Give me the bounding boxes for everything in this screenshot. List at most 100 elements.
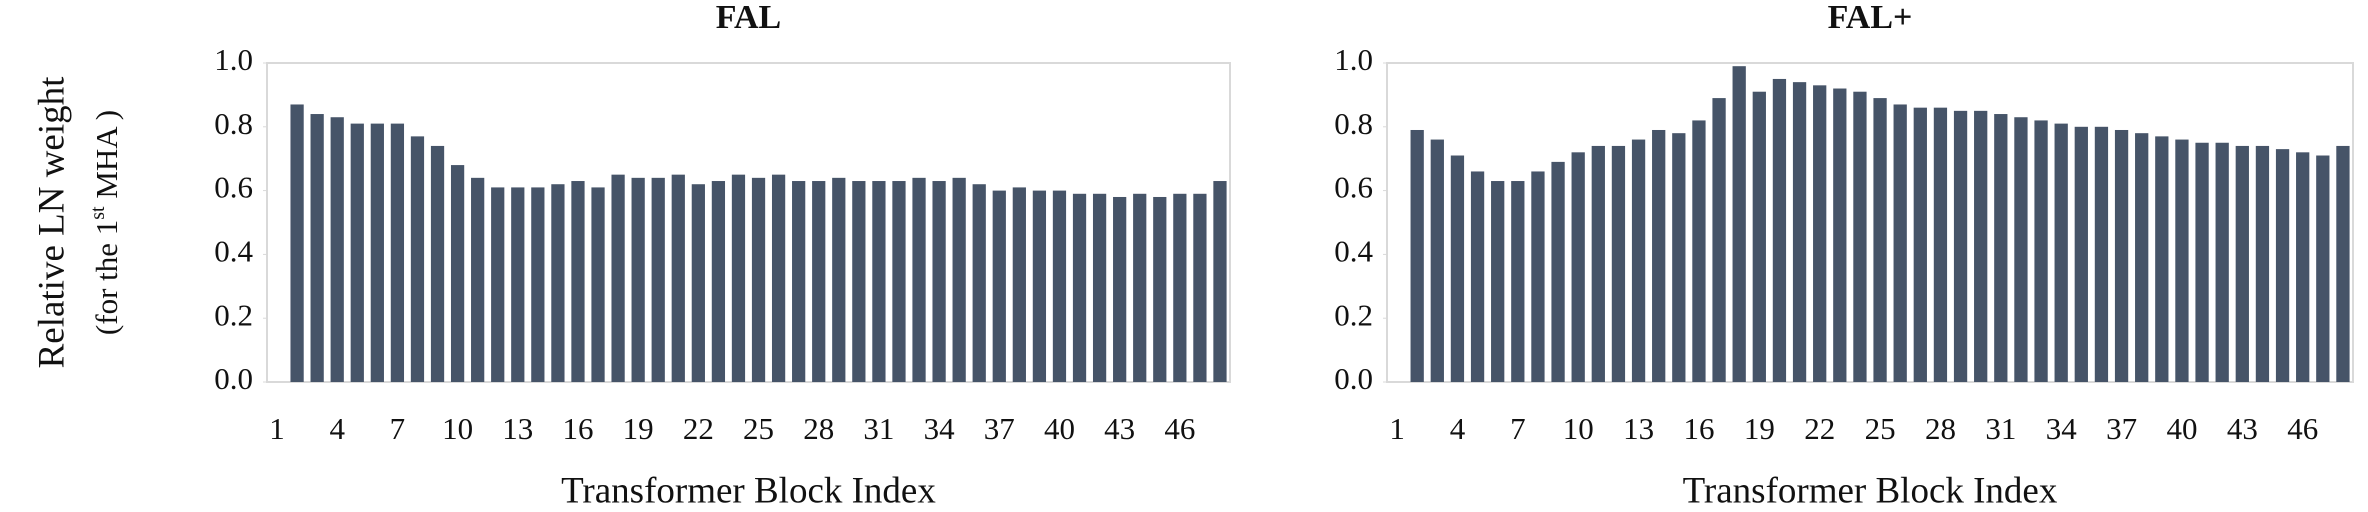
bar — [290, 104, 304, 382]
bar — [1672, 133, 1686, 382]
y-tick-label: 0.8 — [1334, 106, 1373, 141]
x-tick-label: 7 — [390, 411, 406, 446]
bar — [2074, 126, 2088, 382]
chart-title: FAL+ — [1828, 0, 1913, 36]
x-tick-label: 46 — [1164, 411, 1195, 446]
bar — [571, 181, 585, 382]
bar — [972, 184, 986, 382]
x-tick-label: 1 — [1389, 411, 1405, 446]
x-tick-label: 22 — [1804, 411, 1835, 446]
bar — [491, 187, 505, 382]
bar — [2296, 152, 2310, 382]
bar — [1853, 91, 1867, 383]
bar — [370, 123, 384, 383]
y-tick-label: 1.0 — [214, 42, 253, 77]
y-axis-sublabel: (for the 1st MHA ) — [87, 110, 125, 335]
chart: FAL 0.0 0.2 0.4 0.6 0.8 1.0 1 4 7 10 13 16 19 22 25 28 31… — [31, 0, 1231, 511]
bar — [390, 123, 405, 383]
chart: FAL+ 0.0 0.2 0.4 0.6 0.8 1.0 1 4 7 10 13 16 19 22 25 28 3… — [1334, 0, 2354, 511]
bar — [2094, 126, 2109, 382]
bar — [892, 181, 906, 382]
x-tick-label: 19 — [1744, 411, 1775, 446]
y-tick-label: 0.6 — [214, 170, 253, 205]
bar — [1153, 196, 1167, 382]
bar — [2275, 149, 2290, 382]
bar — [1974, 110, 1988, 382]
bar — [1173, 193, 1187, 382]
x-tick-label: 13 — [1623, 411, 1654, 446]
bar — [1430, 139, 1444, 382]
bar — [1213, 181, 1227, 382]
bar — [2114, 129, 2129, 382]
bar — [1032, 190, 1047, 382]
bar — [2255, 145, 2270, 382]
bar — [410, 136, 425, 382]
bar — [1933, 107, 1948, 382]
bar — [852, 181, 866, 382]
bar — [310, 114, 324, 382]
y-tick-label: 0.4 — [214, 234, 253, 269]
x-tick-label: 25 — [1865, 411, 1896, 446]
x-tick-label: 19 — [623, 411, 654, 446]
bar — [1833, 88, 1847, 383]
bar — [1193, 193, 1207, 382]
bar — [1571, 152, 1585, 382]
x-tick-label: 34 — [2046, 411, 2078, 446]
bar — [1813, 85, 1827, 382]
x-tick-label: 43 — [1104, 411, 1135, 446]
bar — [1092, 193, 1107, 382]
y-tick-label: 0.8 — [214, 106, 253, 141]
y-tick-label: 0.4 — [1334, 234, 1373, 269]
y-tick-label: 1.0 — [1334, 42, 1373, 77]
bar — [872, 181, 886, 382]
bar — [2034, 120, 2048, 383]
x-tick-label: 31 — [863, 411, 894, 446]
x-tick-label: 28 — [1925, 411, 1956, 446]
bar — [2316, 155, 2330, 382]
bar — [651, 177, 665, 382]
bar — [932, 181, 946, 382]
chart-title: FAL — [716, 0, 781, 36]
bar — [1772, 78, 1787, 382]
bar — [1792, 82, 1807, 382]
bar — [1072, 193, 1087, 382]
x-tick-label: 16 — [1683, 411, 1714, 446]
bar — [591, 187, 605, 382]
bar — [1732, 66, 1746, 382]
bar — [832, 177, 846, 382]
bar — [450, 165, 465, 382]
x-tick-label: 22 — [683, 411, 714, 446]
x-tick-label: 34 — [924, 411, 956, 446]
bar — [2215, 142, 2229, 382]
bar — [792, 181, 806, 382]
bar — [1994, 114, 2008, 382]
bar — [1551, 161, 1565, 382]
x-tick-label: 4 — [329, 411, 345, 446]
x-tick-label: 37 — [984, 411, 1015, 446]
x-tick-label: 25 — [743, 411, 774, 446]
bar — [2014, 117, 2028, 382]
x-tick-label: 1 — [269, 411, 285, 446]
bar — [1450, 155, 1465, 382]
bar — [2235, 145, 2249, 382]
y-axis-sublabel-part: (for the 1 — [89, 220, 124, 335]
bar — [1531, 171, 1545, 382]
x-tick-label: 16 — [562, 411, 593, 446]
bar — [2054, 123, 2068, 383]
bar — [631, 177, 645, 382]
y-axis-sublabel-part: MHA ) — [89, 110, 124, 206]
bar — [912, 177, 926, 382]
bar — [1652, 129, 1666, 382]
x-tick-label: 43 — [2227, 411, 2258, 446]
bar — [2336, 145, 2350, 382]
bar — [952, 177, 966, 382]
bar — [731, 174, 746, 382]
x-tick-label: 37 — [2106, 411, 2137, 446]
bar — [471, 177, 485, 382]
x-tick-label: 40 — [1044, 411, 1075, 446]
bar — [771, 174, 786, 382]
x-axis-label: Transformer Block Index — [561, 470, 936, 511]
x-tick-label: 40 — [2166, 411, 2197, 446]
bar — [1113, 196, 1127, 382]
bar — [2195, 142, 2209, 382]
